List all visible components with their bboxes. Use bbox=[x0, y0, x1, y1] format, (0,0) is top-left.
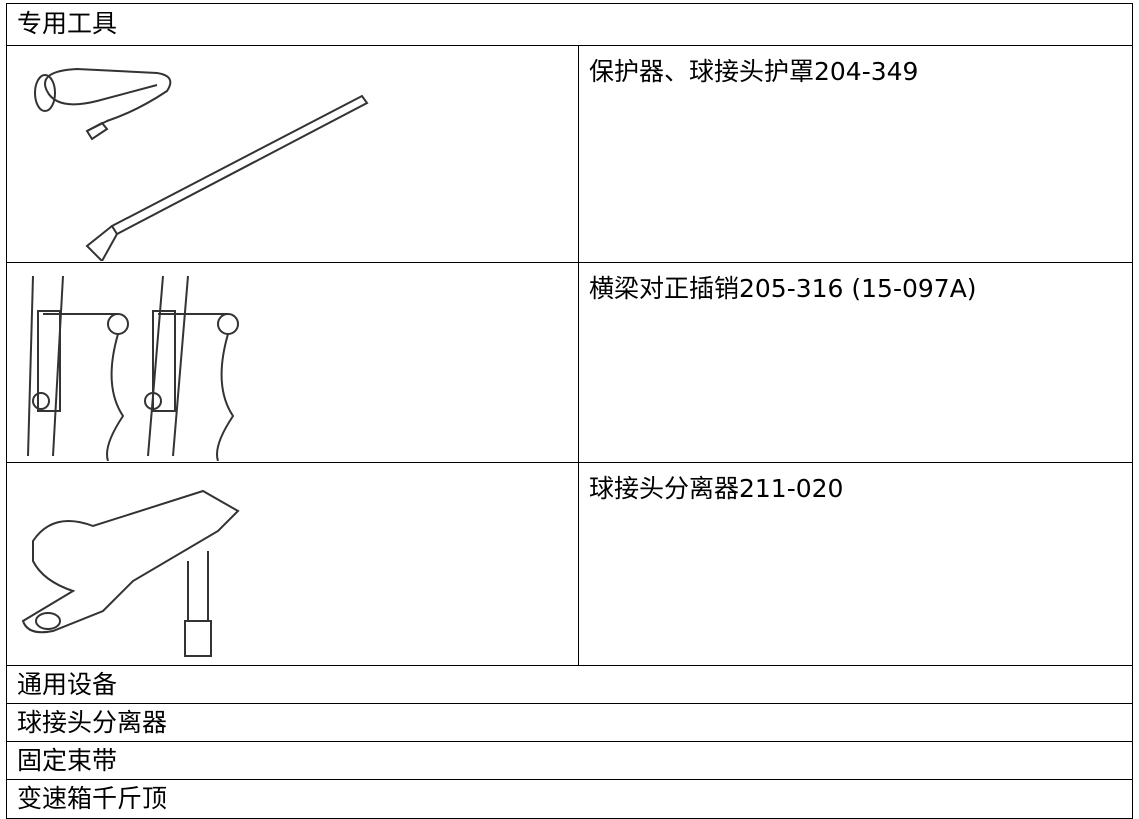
equipment-item: 变速箱千斤顶 bbox=[6, 779, 1133, 819]
tool-label: 横梁对正插销205-316 (15-097A) bbox=[578, 262, 1133, 463]
tool-illustration bbox=[27, 275, 239, 461]
image-cell bbox=[6, 262, 579, 463]
tool-label: 保护器、球接头护罩204-349 bbox=[578, 45, 1133, 263]
equipment-item: 球接头分离器 bbox=[6, 703, 1133, 742]
image-cell bbox=[6, 45, 579, 263]
section-header: 专用工具 bbox=[6, 3, 1133, 46]
tool-label: 球接头分离器211-020 bbox=[578, 462, 1133, 666]
tool-illustration bbox=[21, 489, 240, 657]
tool-illustration bbox=[34, 67, 369, 261]
section-header: 通用设备 bbox=[6, 665, 1133, 704]
equipment-item: 固定束带 bbox=[6, 741, 1133, 780]
image-cell bbox=[6, 462, 579, 666]
